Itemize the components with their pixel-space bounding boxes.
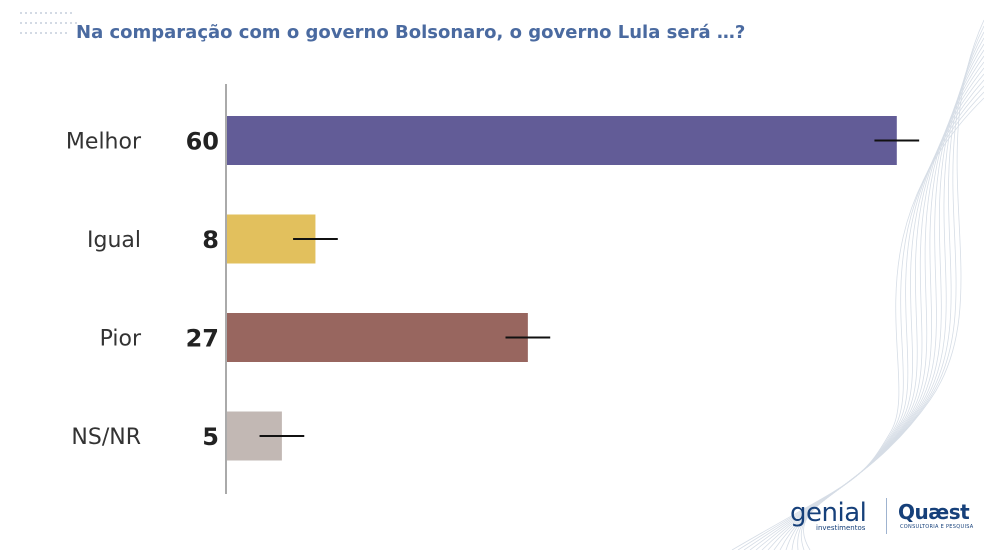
corner-dash-pattern (20, 12, 78, 34)
genial-logo-subtitle: investimentos (816, 524, 866, 532)
category-label: Pior (100, 327, 142, 352)
value-label: 5 (202, 423, 219, 451)
category-label: Melhor (66, 130, 142, 155)
footer-logos: genial investimentos Quæst CONSULTORIA E… (790, 498, 974, 538)
value-label: 60 (186, 128, 219, 156)
value-label: 27 (186, 325, 219, 353)
logo-divider (886, 498, 887, 534)
genial-logo: genial (790, 498, 867, 528)
decorative-wave-lines (731, 19, 984, 550)
bar (226, 313, 528, 362)
chart-title: Na comparação com o governo Bolsonaro, o… (76, 22, 746, 43)
quaest-logo-subtitle: CONSULTORIA E PESQUISA (900, 524, 974, 530)
quaest-logo: Quæst (898, 500, 970, 524)
value-label: 8 (202, 226, 219, 254)
category-label: Igual (87, 228, 141, 253)
category-label: NS/NR (71, 425, 141, 450)
bar (226, 116, 897, 165)
wave-line (731, 97, 984, 550)
